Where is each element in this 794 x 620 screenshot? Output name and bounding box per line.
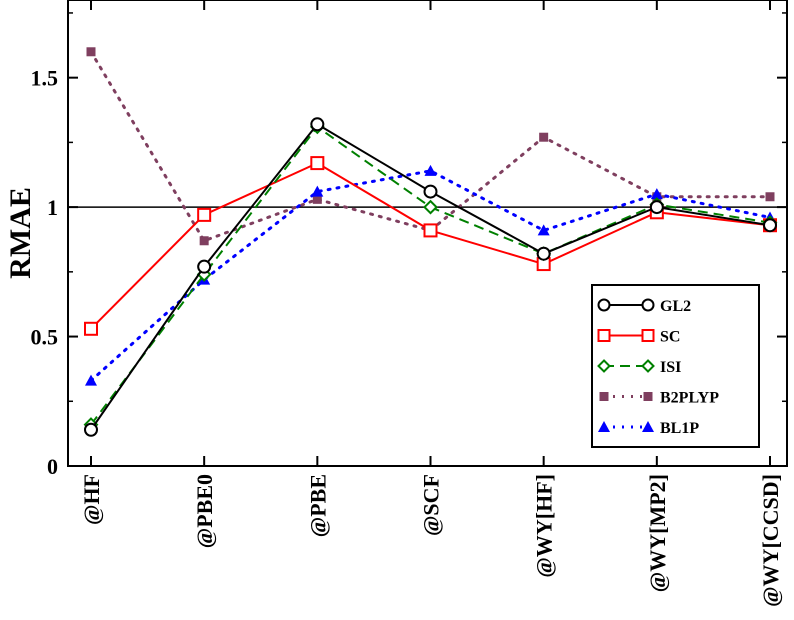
- legend-marker: [641, 329, 655, 342]
- y-tick-label: 1.5: [31, 66, 59, 91]
- y-axis-title: RMAE: [4, 187, 37, 279]
- x-tick-label: @WY[CCSD]: [758, 474, 783, 607]
- data-point-b2plyp: [199, 236, 209, 246]
- legend-marker: [597, 359, 611, 373]
- series-b2plyp: [86, 47, 775, 246]
- data-point-sc: [310, 156, 325, 171]
- legend-item-bl1p: BL1P: [598, 420, 699, 437]
- legend-label: ISI: [660, 359, 681, 376]
- data-point-gl2: [649, 200, 664, 215]
- y-tick-label: 1: [47, 195, 58, 220]
- data-point-bl1p: [424, 164, 437, 176]
- legend-marker: [641, 359, 655, 373]
- legend-marker: [641, 298, 655, 312]
- data-point-b2plyp: [765, 192, 775, 202]
- data-point-sc: [84, 321, 98, 336]
- legend-label: BL1P: [660, 420, 699, 437]
- legend-marker: [643, 392, 653, 401]
- x-tick-label: @WY[MP2]: [645, 474, 670, 592]
- y-tick-label: 0: [47, 454, 58, 479]
- data-point-bl1p: [537, 224, 550, 236]
- data-point-gl2: [423, 184, 438, 199]
- data-point-gl2: [536, 246, 551, 261]
- legend-label: GL2: [660, 298, 691, 315]
- data-point-gl2: [84, 422, 98, 437]
- y-axis: 0 0.5 1 1.5: [31, 12, 787, 479]
- x-tick-label: @SCF: [419, 474, 444, 536]
- legend-label: B2PLYP: [660, 390, 719, 407]
- data-point-bl1p: [85, 374, 97, 386]
- data-point-gl2: [310, 117, 325, 132]
- x-axis: @HF @PBE0 @PBE @SCF @WY[HF] @WY[MP2] @WY[CCSD]: [79, 0, 783, 607]
- legend-marker: [599, 392, 609, 401]
- legend-marker: [597, 329, 611, 342]
- legend-item-sc: SC: [597, 329, 680, 346]
- series-gl2: [84, 117, 777, 437]
- data-point-b2plyp: [312, 194, 322, 204]
- y-tick-label: 0.5: [31, 325, 59, 350]
- x-tick-label: @HF: [79, 474, 104, 525]
- x-tick-label: @PBE0: [192, 474, 217, 548]
- plot-frame: [67, 0, 788, 467]
- data-point-b2plyp: [539, 132, 549, 142]
- data-point-b2plyp: [86, 47, 96, 57]
- x-tick-label: @PBE: [305, 474, 330, 537]
- data-point-gl2: [763, 218, 777, 233]
- legend-box: [591, 284, 760, 448]
- data-point-isi: [423, 199, 438, 215]
- legend-label: SC: [660, 329, 680, 346]
- legend-marker: [597, 298, 611, 312]
- series-layer: [83, 47, 778, 437]
- data-point-bl1p: [650, 188, 663, 200]
- data-point-bl1p: [311, 185, 324, 197]
- x-tick-label: @WY[HF]: [532, 474, 557, 578]
- legend-item-gl2: GL2: [597, 298, 691, 315]
- data-point-sc: [197, 207, 212, 222]
- legend-item-b2plyp: B2PLYP: [599, 390, 719, 407]
- legend-marker: [642, 421, 654, 432]
- data-point-gl2: [197, 259, 212, 274]
- data-point-sc: [423, 223, 438, 238]
- legend-marker: [598, 421, 610, 432]
- legend-item-isi: ISI: [597, 359, 681, 376]
- legend: GL2 SC ISI B2PLYP BL1P: [591, 284, 760, 448]
